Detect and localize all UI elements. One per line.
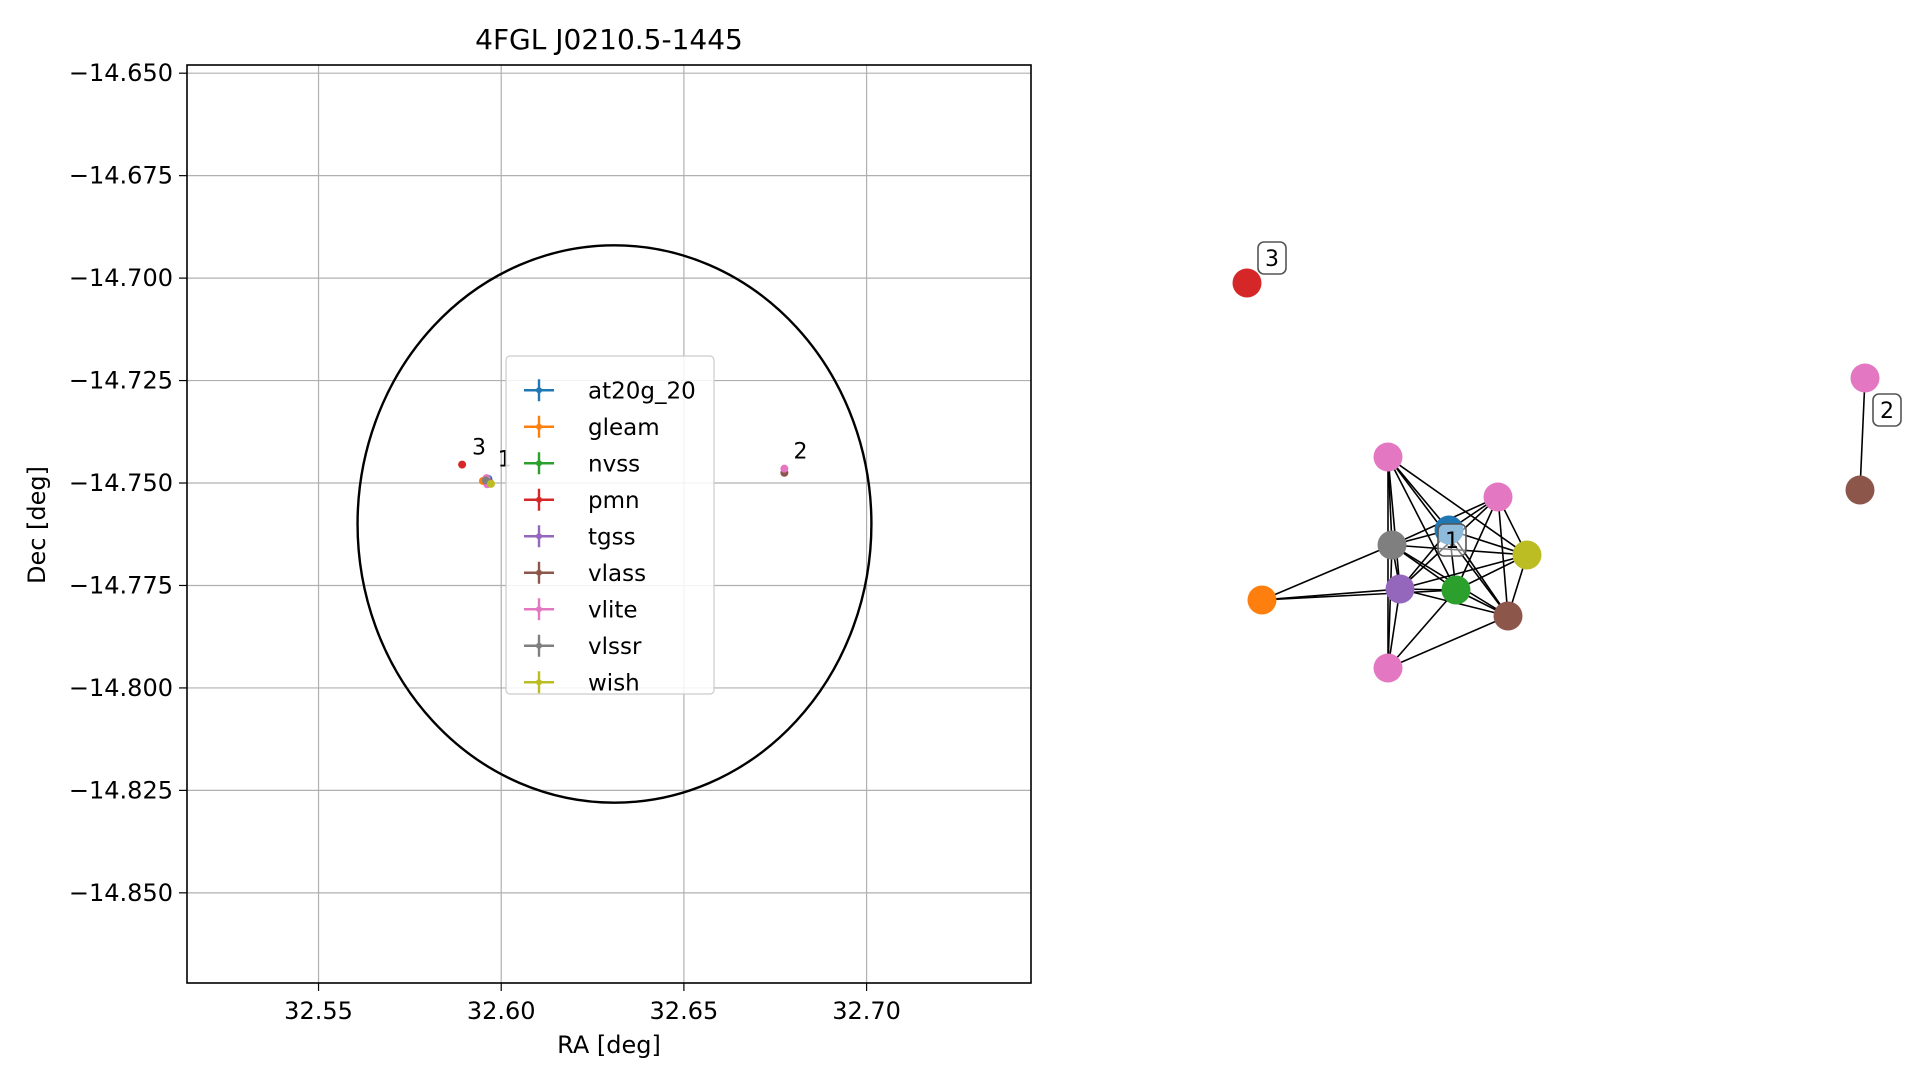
x-tick-label: 32.60 — [467, 997, 536, 1025]
network-panel: 3 1 2 — [1232, 241, 1902, 683]
y-tick-label: −14.850 — [69, 879, 173, 907]
network-label-box — [1437, 523, 1467, 557]
network-nodes — [1232, 268, 1880, 683]
legend-marker-dot — [536, 569, 542, 576]
network-node-wish — [1512, 540, 1542, 570]
y-tick-label: −14.700 — [69, 264, 173, 292]
legend-label-wish: wish — [588, 670, 640, 696]
network-label: 2 — [1872, 393, 1902, 427]
cluster-label: 2 — [794, 439, 808, 464]
network-edge — [1387, 615, 1509, 669]
data-point-vlite — [780, 464, 789, 473]
legend-marker-dot — [536, 387, 542, 394]
legend-label-gleam: gleam — [588, 415, 660, 441]
network-edge — [1387, 456, 1457, 591]
legend-label-tgss: tgss — [588, 524, 636, 550]
network-edge — [1387, 589, 1457, 669]
network-edge — [1261, 589, 1457, 601]
y-tick-label: −14.725 — [69, 367, 173, 395]
network-edge — [1859, 377, 1866, 491]
y-axis-ticks: −14.650 −14.675 −14.700 −14.725 −14.750 −14.7… — [69, 59, 187, 907]
network-node-vlssr — [1377, 530, 1407, 560]
x-tick-label: 32.55 — [284, 997, 353, 1025]
y-tick-label: −14.675 — [69, 162, 173, 190]
chart-title: 4FGL J0210.5-1445 — [475, 23, 743, 56]
network-label: 3 — [1257, 241, 1287, 275]
x-axis-label: RA [deg] — [557, 1031, 661, 1059]
legend-label-vlite: vlite — [588, 597, 638, 623]
legend-label-pmn: pmn — [588, 488, 640, 514]
grid — [187, 65, 1031, 983]
y-tick-label: −14.825 — [69, 776, 173, 804]
legend-marker-dot — [536, 496, 542, 503]
network-edge — [1387, 456, 1528, 556]
network-edge — [1399, 554, 1528, 590]
x-tick-label: 32.70 — [832, 997, 901, 1025]
legend-label-vlass: vlass — [588, 561, 646, 587]
network-edge — [1387, 456, 1401, 590]
network-label-box — [1872, 393, 1902, 427]
legend-marker-dot — [536, 460, 542, 467]
data-point-wish — [486, 479, 495, 488]
legend-marker-dot — [536, 642, 542, 649]
legend-marker-dot — [536, 423, 542, 430]
network-label-text: 1 — [1445, 529, 1459, 554]
network-node-vlite — [1850, 363, 1880, 393]
x-tick-label: 32.65 — [650, 997, 719, 1025]
y-tick-label: −14.800 — [69, 674, 173, 702]
cluster-label: 3 — [472, 435, 486, 460]
legend-marker-dot — [536, 679, 542, 686]
network-node-vlass — [1493, 601, 1523, 631]
legend-label-at20g_20: at20g_20 — [588, 378, 696, 404]
data-point-pmn — [458, 460, 467, 469]
legend-label-nvss: nvss — [588, 451, 640, 477]
network-node-pmn — [1232, 268, 1262, 298]
network-node-vlite — [1373, 442, 1403, 472]
network-label-text: 3 — [1265, 247, 1279, 272]
network-node-nvss — [1441, 575, 1471, 605]
network-node-vlite — [1483, 482, 1513, 512]
y-tick-label: −14.775 — [69, 571, 173, 599]
network-edge — [1497, 496, 1509, 617]
plot-frame — [186, 64, 1032, 984]
error-circle — [356, 244, 873, 804]
y-tick-label: −14.750 — [69, 469, 173, 497]
data-points — [458, 460, 789, 489]
network-edge — [1455, 496, 1499, 591]
network-label: 1 — [1437, 523, 1467, 557]
network-node-tgss — [1385, 574, 1415, 604]
network-label-text: 2 — [1880, 399, 1894, 424]
network-edges — [1261, 377, 1866, 669]
localization-error-circle — [356, 244, 873, 804]
legend-box — [505, 355, 715, 695]
network-edge — [1387, 544, 1393, 669]
network-node-gleam — [1247, 585, 1277, 615]
x-axis-ticks: 32.55 32.60 32.65 32.70 — [284, 983, 901, 1025]
y-axis-label: Dec [deg] — [23, 466, 51, 584]
legend-marker-dot — [536, 533, 542, 540]
legend-label-vlssr: vlssr — [588, 634, 642, 660]
network-label-box — [1257, 241, 1287, 275]
legend-marker-dot — [536, 606, 542, 613]
network-node-vlass — [1845, 475, 1875, 505]
network-labels: 3 1 2 — [1257, 241, 1902, 557]
y-tick-label: −14.650 — [69, 59, 173, 87]
network-node-vlite — [1373, 653, 1403, 683]
network-edge — [1261, 544, 1393, 601]
